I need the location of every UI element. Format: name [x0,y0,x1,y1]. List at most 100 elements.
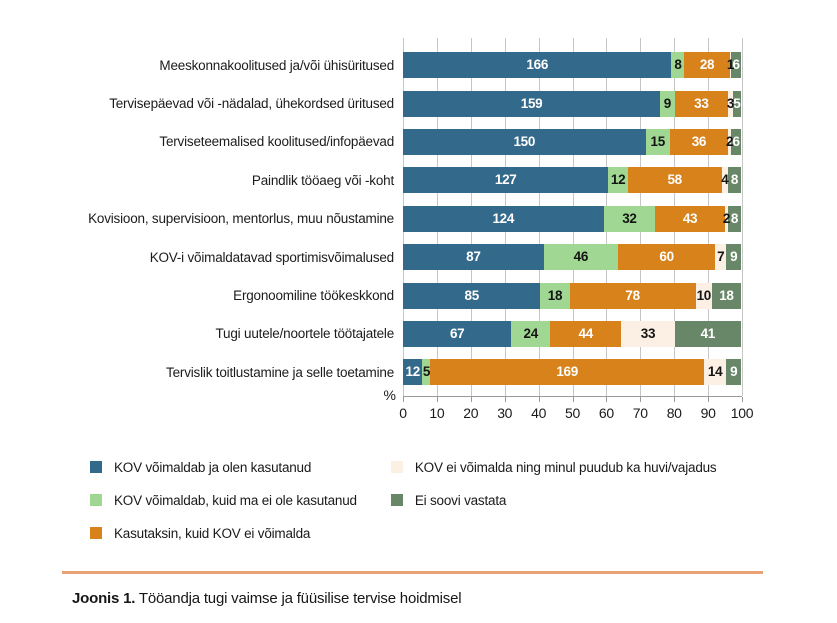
legend-swatch-icon [390,494,403,507]
category-label: KOV-i võimaldatavad sportimisvõimalused [149,249,395,265]
bar-value-label: 36 [691,134,707,150]
category-label: Terviseteemalised koolitused/infopäevad [159,134,394,150]
bar-segment: 87 [403,244,544,271]
bar-value-label: 6 [732,57,741,73]
bar-value-label: 8 [674,57,682,73]
legend-swatch-icon [90,527,102,540]
bar-segment: 9 [660,90,675,117]
figure-caption-number: Joonis 1. [72,589,136,607]
bar-value-label: 43 [682,210,698,226]
axis-tick [436,396,438,402]
x-tick-label: 30 [497,404,513,421]
bar-segment: 78 [569,282,696,309]
bar-segment: 41 [674,320,741,347]
bar-value-label: 10 [696,287,712,303]
bar-value-label: 5 [733,95,741,111]
axis-tick [572,396,574,402]
legend-swatch-icon [90,494,102,507]
bar-row: Terviseteemalised koolitused/infopäevad 1… [0,123,837,161]
bar-segment: 159 [403,90,661,117]
bar-segment: 150 [403,128,646,155]
bar-value-label: 166 [526,57,549,73]
bar-value-label: 127 [494,172,517,188]
bar-segment: 2 [726,128,734,155]
x-tick-label: 100 [730,404,754,421]
bar-row: Kovisioon, supervisioon, mentorlus, muu … [0,200,837,238]
x-tick-label: 20 [463,404,479,421]
legend-swatch-icon [90,461,102,474]
grid-line [742,38,743,396]
bar-value-label: 9 [730,249,738,265]
bar-segment: 6 [731,52,741,79]
bar-segment: 8 [728,205,741,232]
bar-segment: 33 [621,320,675,347]
bar-value-label: 60 [659,249,674,265]
bar-value-label: 32 [622,210,637,226]
bar-segment: 43 [655,205,725,232]
bar-value-label: 14 [707,364,723,380]
bar-track: 67 24 44 33 41 [403,320,741,347]
bar-row: Ergonoomiline töökeskkond 85 18 78 10 18 [0,276,837,314]
bar-value-label: 9 [663,95,672,111]
bar-track: 85 18 78 10 18 [403,282,741,309]
bar-segment: 166 [403,52,672,79]
bar-value-label: 67 [449,325,465,341]
legend-item: Kasutaksin, kuid KOV ei võimalda [90,526,357,541]
axis-tick [640,396,642,402]
category-label: Meeskonnakoolitused ja/või ühisüritused [159,57,394,73]
x-tick-label: 90 [700,404,716,421]
bar-segment: 18 [540,282,570,309]
bar-value-label: 5 [422,364,431,380]
legend-label: Ei soovi vastata [414,492,507,508]
bar-segment: 14 [703,359,727,386]
bar-value-label: 33 [694,95,709,111]
bar-segment: 85 [403,282,541,309]
bar-value-label: 41 [700,325,716,341]
stacked-bar-chart: Meeskonnakoolitused ja/või ühisüritused 1… [0,38,837,424]
bar-track: 150 15 36 2 6 [403,128,741,155]
bar-segment: 46 [543,244,619,271]
axis-tick [504,396,506,402]
bar-track: 124 32 43 2 8 [403,205,741,232]
axis-line [403,395,743,402]
legend-item: KOV ei võimalda ning minul puudub ka huv… [390,459,717,475]
bar-segment: 15 [645,128,670,155]
bar-value-label: 8 [730,210,739,226]
axis-tick [742,396,743,402]
bar-value-label: 150 [513,134,536,150]
x-tick-label: 60 [598,404,614,421]
bar-segment: 12 [403,359,423,386]
x-tick-label: 80 [666,404,682,421]
bar-segment: 9 [726,244,741,271]
bar-segment: 169 [430,359,704,386]
bar-track: 127 12 58 4 8 [403,167,741,194]
legend-label: KOV ei võimalda ning minul puudub ka huv… [414,459,717,475]
bar-value-label: 12 [610,172,626,188]
bar-value-label: 2 [726,134,734,150]
legend-label: KOV võimaldab, kuid ma ei ole kasutanud [114,492,357,508]
bar-segment: 28 [684,52,730,79]
legend-label: KOV võimaldab ja olen kasutanud [114,459,312,475]
bar-row: Paindlik tööaeg või -koht 127 12 58 4 8 [0,161,837,199]
axis-tick [674,396,676,402]
bar-segment: 4 [721,167,729,194]
bar-value-label: 18 [719,287,734,303]
bar-row: Tervislik toitlustamine ja selle toetami… [0,353,837,391]
figure-caption: Joonis 1. Tööandja tugi vaimse ja füüsil… [72,590,837,607]
axis-tick [403,396,404,402]
bar-segment: 60 [618,244,716,271]
x-tick-labels: 0 10 20 30 40 50 60 70 80 90 100 [399,402,753,424]
axis-tick [606,396,608,402]
bar-track: 12 5 169 14 9 [403,359,741,386]
category-label: Tervisepäevad või -nädalad, ühekordsed ü… [109,96,394,112]
bar-value-label: 58 [667,172,682,188]
bar-segment: 7 [715,244,727,271]
bar-segment: 127 [403,167,609,194]
bar-value-label: 24 [523,325,539,341]
bar-value-label: 33 [640,325,656,341]
bar-value-label: 6 [732,134,741,150]
bar-track: 166 8 28 1 6 [403,52,741,79]
bar-segment: 8 [671,52,685,79]
axis-tick [538,396,540,402]
legend-item: Ei soovi vastata [390,492,717,508]
